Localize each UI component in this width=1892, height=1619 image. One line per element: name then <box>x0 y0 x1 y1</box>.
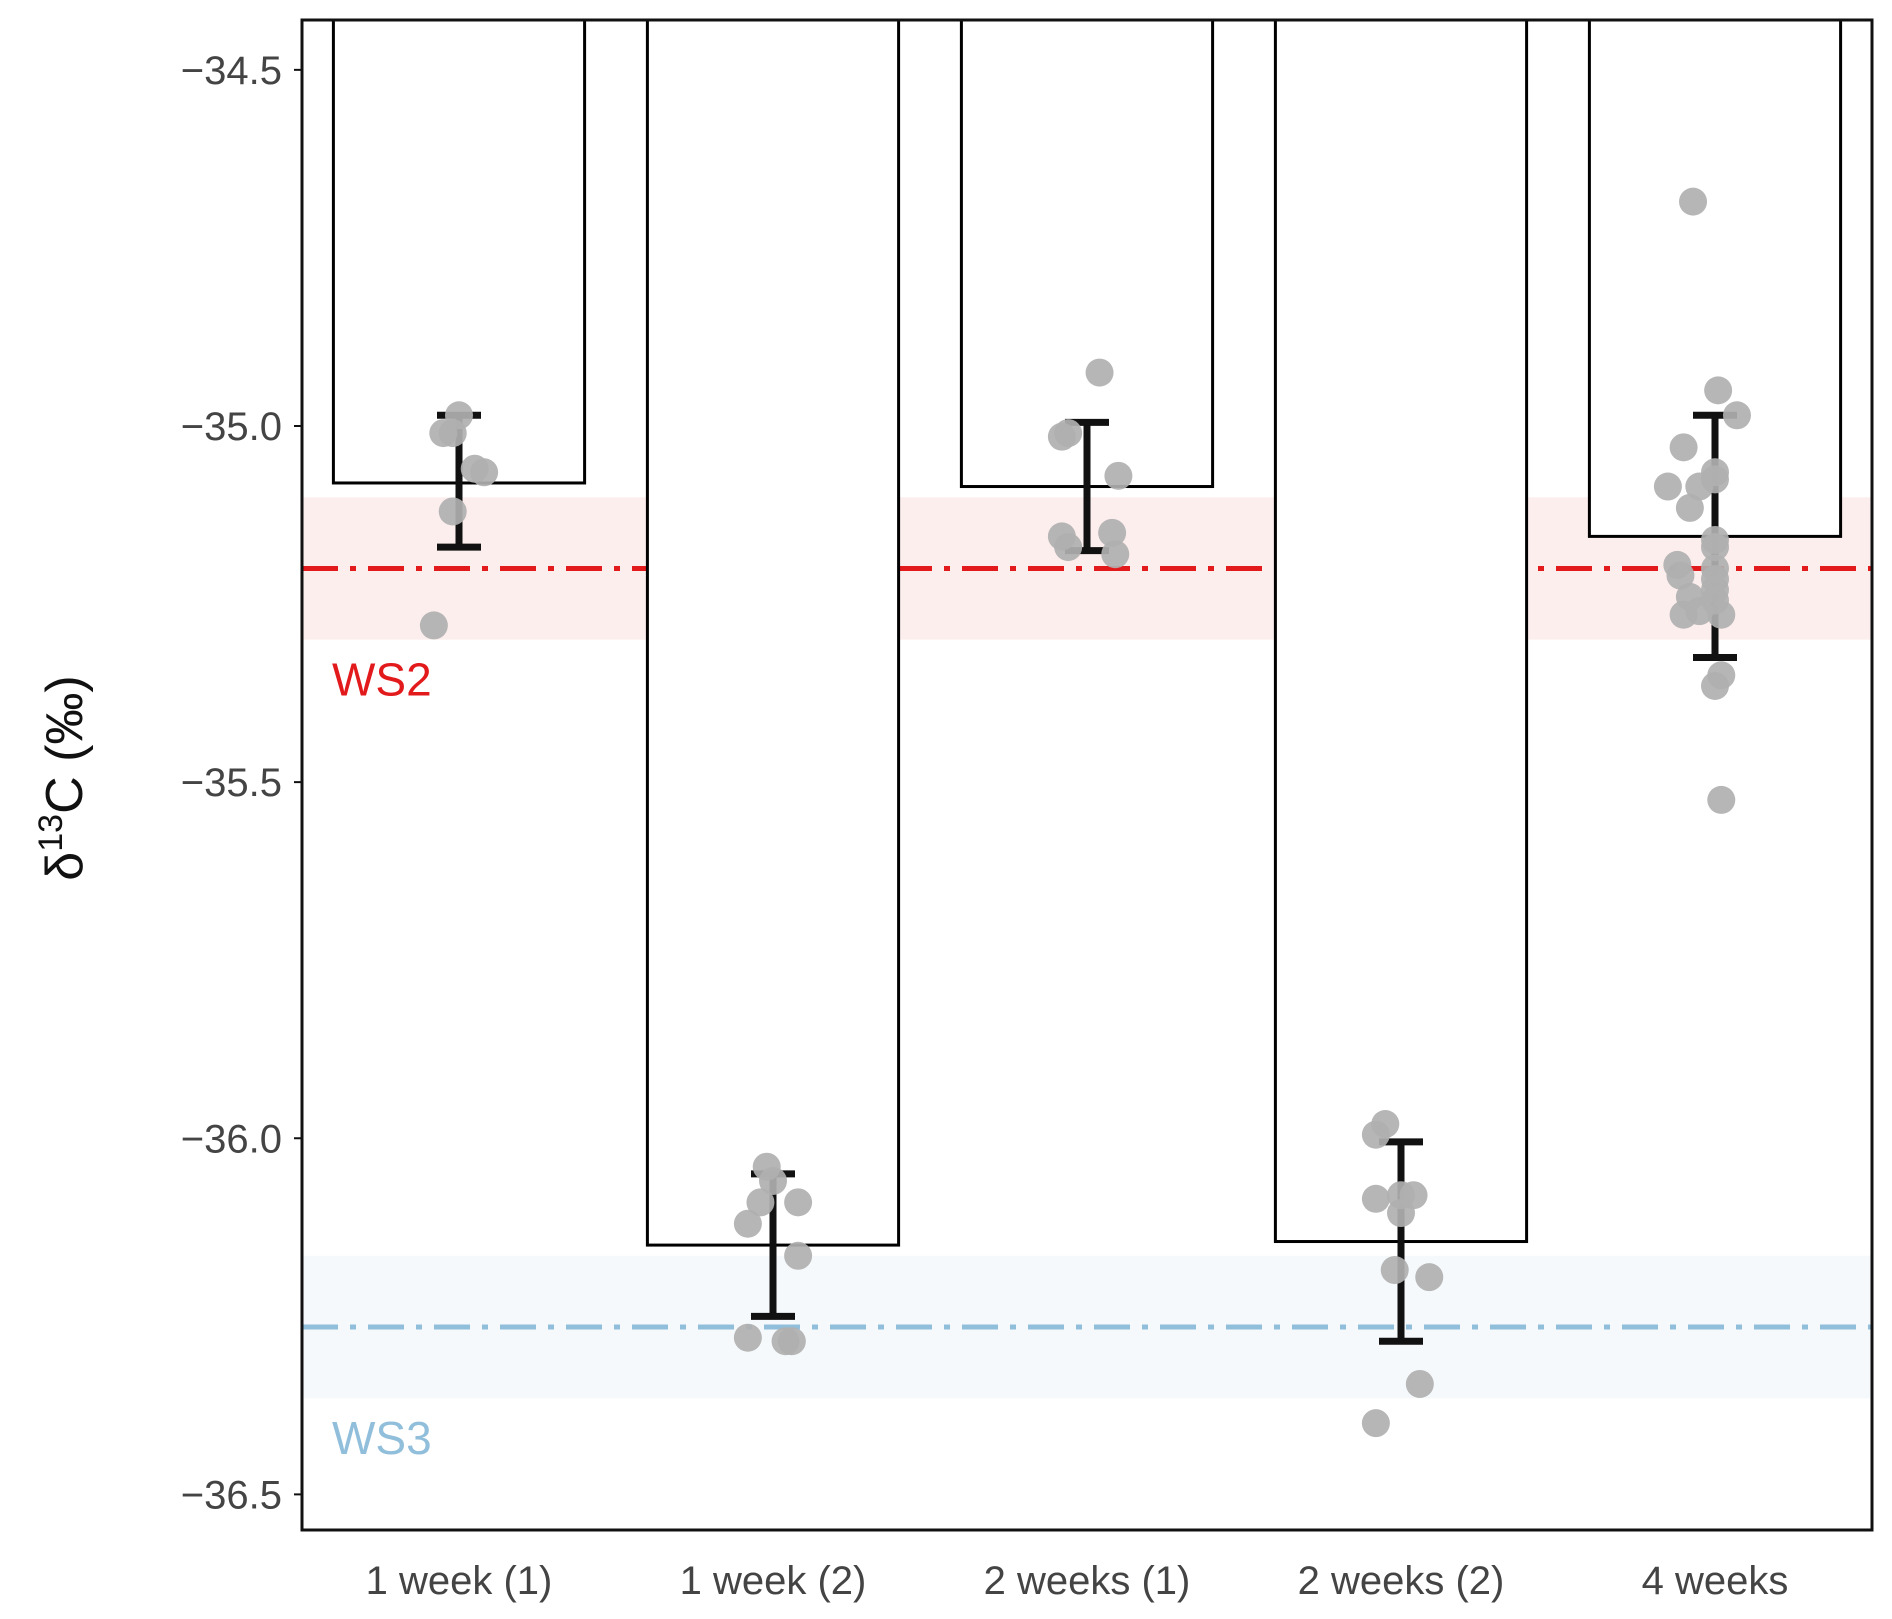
data-point-3-6 <box>1054 533 1083 562</box>
data-point-4-9 <box>1405 1369 1434 1398</box>
data-point-5-11 <box>1701 533 1729 562</box>
reference-band-ws3 <box>302 1255 1872 1399</box>
data-point-5-9 <box>1675 493 1704 522</box>
y-tick-label: −36.5 <box>181 1473 282 1517</box>
x-axis-ticks: 1 week (1) 1 week (2) 2 weeks (1) 2 weeks (… <box>366 1559 1789 1603</box>
data-point-5-24 <box>1707 785 1736 814</box>
data-point-2-5 <box>733 1209 762 1238</box>
data-point-1-6 <box>438 497 467 526</box>
reference-lines <box>302 565 1872 1330</box>
y-axis-ticks: −34.5 −35.0 −35.5 −36.0 −36.5 <box>181 49 302 1517</box>
data-point-5-8 <box>1653 472 1682 501</box>
data-point-2-4 <box>784 1188 813 1217</box>
x-tick-label: 4 weeks <box>1642 1559 1789 1603</box>
data-point-3-1 <box>1085 358 1114 387</box>
data-point-4-6 <box>1387 1199 1415 1228</box>
data-point-3-7 <box>1098 518 1127 547</box>
data-point-2-3 <box>746 1188 775 1217</box>
data-point-4-2 <box>1361 1120 1390 1149</box>
reference-labels: WS2 WS3 <box>332 654 432 1465</box>
data-point-3-8 <box>1101 540 1130 569</box>
data-point-5-23 <box>1701 671 1729 700</box>
reference-label-ws3: WS3 <box>332 1412 432 1464</box>
y-tick-label: −36.0 <box>181 1117 282 1161</box>
y-tick-label: −34.5 <box>181 49 282 93</box>
data-point-4-8 <box>1415 1263 1444 1292</box>
plot-frame <box>300 18 1874 1532</box>
y-axis-label-superscript: 13 <box>32 814 70 852</box>
data-point-4-3 <box>1361 1184 1390 1213</box>
reference-bands <box>302 497 1872 1399</box>
data-point-1-3 <box>438 419 467 448</box>
data-point-5-20 <box>1669 600 1698 629</box>
data-point-2-2 <box>759 1166 787 1195</box>
data-point-3-3 <box>1054 419 1083 448</box>
data-point-5-1 <box>1679 187 1708 216</box>
data-point-1-5 <box>470 458 499 487</box>
data-point-4-7 <box>1380 1256 1409 1285</box>
data-point-5-13 <box>1666 561 1695 590</box>
data-point-4-10 <box>1361 1409 1390 1438</box>
y-axis-label-prefix: δ <box>36 852 94 881</box>
data-point-1-7 <box>419 611 448 640</box>
data-point-3-4 <box>1104 461 1133 490</box>
y-axis-label-suffix: C (‰) <box>36 675 94 814</box>
y-tick-label: −35.0 <box>181 405 282 449</box>
data-point-5-3 <box>1722 401 1751 430</box>
data-point-5-7 <box>1685 472 1714 501</box>
data-point-2-6 <box>784 1241 813 1270</box>
data-point-2-9 <box>777 1327 806 1356</box>
data-point-5-21 <box>1707 600 1736 629</box>
x-tick-label: 2 weeks (2) <box>1298 1559 1505 1603</box>
data-points <box>419 187 1751 1438</box>
x-tick-label: 1 week (2) <box>680 1559 867 1603</box>
bar-2 <box>645 18 901 1247</box>
data-point-5-2 <box>1704 376 1733 405</box>
x-tick-label: 2 weeks (1) <box>984 1559 1191 1603</box>
data-point-5-4 <box>1669 433 1698 462</box>
bar-3 <box>959 18 1215 489</box>
data-point-2-7 <box>733 1323 762 1352</box>
x-tick-label: 1 week (1) <box>366 1559 553 1603</box>
y-tick-label: −35.5 <box>181 761 282 805</box>
bar-4 <box>1273 18 1529 1244</box>
y-axis-label: δ13C (‰) <box>32 675 94 880</box>
reference-label-ws2: WS2 <box>332 654 432 706</box>
